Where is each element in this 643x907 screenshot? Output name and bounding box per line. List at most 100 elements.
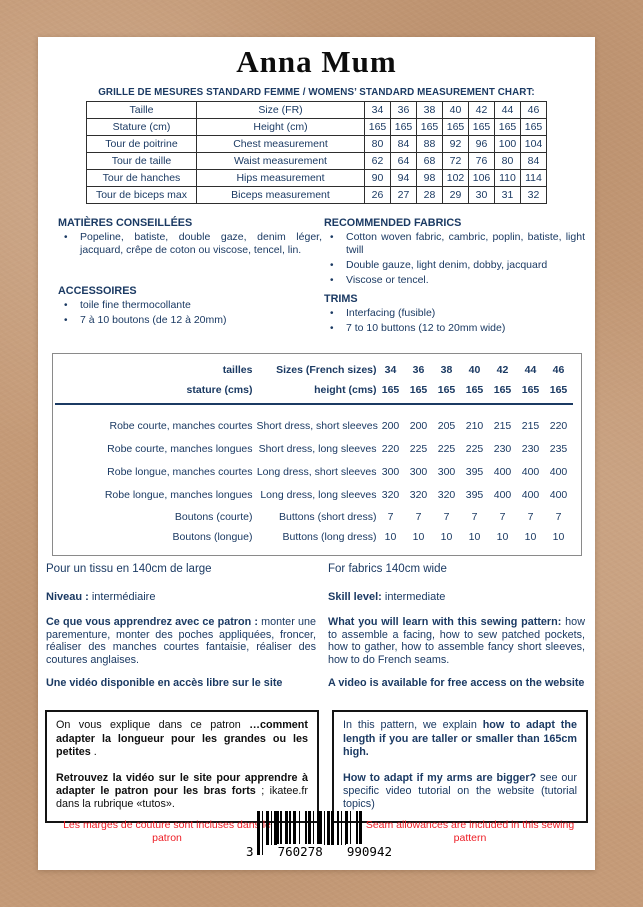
- barcode-bar: [270, 811, 273, 845]
- fabric-value: 235: [549, 443, 568, 455]
- barcode-bar: [337, 811, 339, 845]
- barcode: 3 760278 990942: [243, 811, 395, 859]
- fabric-value: 220: [549, 420, 568, 432]
- fabric-value: 300: [409, 466, 428, 478]
- fabric-label-en: Short dress, short sleeves: [256, 420, 378, 432]
- size-chart-value: 165: [442, 118, 469, 136]
- bullet-item: Double gauze, light denim, dobby, jacqua…: [324, 259, 585, 272]
- tip-boxes: On vous explique dans ce patron …comment…: [38, 710, 595, 824]
- tip-fr-p1-bold: …comment adapter la longueur pour les gr…: [56, 719, 308, 758]
- size-chart-value: 84: [520, 152, 547, 170]
- bullet-item: Cotton woven fabric, cambric, poplin, ba…: [324, 231, 585, 257]
- skill-level-en-label: Skill level:: [328, 591, 382, 603]
- fabric-value: 200: [381, 420, 400, 432]
- fabric-value: 165: [381, 384, 400, 396]
- size-chart-value: 165: [364, 118, 391, 136]
- size-chart-label-en: Height (cm): [196, 118, 365, 136]
- page-title: Anna Mum: [236, 44, 397, 79]
- fabric-value: 7: [555, 511, 562, 523]
- fabric-value: 38: [440, 364, 453, 376]
- fabric-value: 165: [409, 384, 428, 396]
- materials-fr-list: Popeline, batiste, double gaze, denim lé…: [58, 231, 322, 257]
- size-chart-value: 165: [468, 118, 495, 136]
- fabric-label-en: Short dress, long sleeves: [258, 443, 377, 455]
- fabric-value: 400: [521, 489, 540, 501]
- fabric-value: 10: [384, 531, 397, 543]
- size-chart-value: 31: [494, 186, 521, 204]
- fabric-value: 42: [496, 364, 509, 376]
- fabric-label-fr: Robe longue, manches longues: [104, 489, 253, 501]
- size-chart-label-fr: Tour de hanches: [86, 169, 197, 187]
- tip-box-en: In this pattern, we explain how to adapt…: [332, 710, 588, 824]
- video-note-en: A video is available for free access on …: [328, 677, 585, 690]
- size-chart-row: Stature (cm) Height (cm) 165 165 165 165 165 16…: [86, 118, 547, 136]
- fabric-width-row: Pour un tissu en 140cm de large For fabr…: [38, 563, 595, 575]
- size-chart-label-fr: Tour de taille: [86, 152, 197, 170]
- size-chart-value: 100: [494, 135, 521, 153]
- fabric-label-fr: Robe courte, manches courtes: [109, 420, 253, 432]
- size-chart-value: 44: [494, 101, 521, 119]
- fabric-value: 230: [521, 443, 540, 455]
- fabric-value: 10: [412, 531, 425, 543]
- fabric-value: 200: [409, 420, 428, 432]
- tip-en-paragraph-1: In this pattern, we explain how to adapt…: [343, 719, 577, 759]
- fabric-value: 220: [381, 443, 400, 455]
- size-chart-value: 32: [520, 186, 547, 204]
- fabric-value: 320: [381, 489, 400, 501]
- fabric-value: 395: [465, 466, 484, 478]
- tip-en-paragraph-2: How to adapt if my arms are bigger? see …: [343, 772, 577, 812]
- size-chart-label-fr: Stature (cm): [86, 118, 197, 136]
- fabric-label-en: Long dress, short sleeves: [256, 466, 377, 478]
- size-chart-value: 26: [364, 186, 391, 204]
- barcode-bar: [317, 811, 322, 845]
- fabric-value: 7: [415, 511, 422, 523]
- fabric-value: 210: [465, 420, 484, 432]
- size-chart-label-en: Chest measurement: [196, 135, 365, 153]
- trims-en-list: Interfacing (fusible) 7 to 10 buttons (12…: [324, 307, 585, 335]
- fabric-value: 300: [381, 466, 400, 478]
- size-chart-row: Tour de poitrine Chest measurement 80 84 88 9…: [86, 135, 547, 153]
- size-chart-value: 29: [442, 186, 469, 204]
- size-chart-label-fr: Taille: [86, 101, 197, 119]
- fabric-value: 400: [493, 466, 512, 478]
- barcode-bar: [340, 811, 343, 845]
- fabric-value: 10: [440, 531, 453, 543]
- size-chart-value: 62: [364, 152, 391, 170]
- fabric-value: 34: [384, 364, 397, 376]
- barcode-digit-group2: 990942: [345, 844, 393, 859]
- size-chart-value: 80: [494, 152, 521, 170]
- size-chart-value: 165: [390, 118, 417, 136]
- learn-fr-lead: Ce que vous apprendrez avec ce patron :: [46, 616, 258, 628]
- seam-note-en: Seam allowances are included in this sew…: [365, 819, 575, 844]
- barcode-bars: [257, 811, 395, 855]
- fabric-table-row: stature (cms) height (cms) 165 165 165 165 165…: [55, 380, 573, 400]
- size-chart-row: Tour de taille Waist measurement 62 64 68 72 7…: [86, 152, 547, 170]
- fabric-value: 320: [409, 489, 428, 501]
- size-chart-row: Tour de biceps max Biceps measurement 26 27…: [86, 186, 547, 204]
- learn-en-lead: What you will learn with this sewing pat…: [328, 616, 562, 628]
- fabric-value: 400: [493, 489, 512, 501]
- size-chart-value: 36: [390, 101, 417, 119]
- fabric-value: 165: [493, 384, 512, 396]
- size-chart-value: 30: [468, 186, 495, 204]
- barcode-bar: [359, 811, 363, 855]
- skill-level-fr-label: Niveau :: [46, 591, 89, 603]
- footer: Les marges de couture sont incluses dans…: [38, 807, 595, 870]
- video-note-fr: Une vidéo disponible en accès libre sur …: [46, 677, 283, 690]
- size-chart-value: 90: [364, 169, 391, 187]
- tip-fr-p1-end: .: [90, 745, 97, 758]
- learn-en-text: how to assemble a facing, how to sew pat…: [328, 616, 585, 666]
- accessories-fr-heading: ACCESSOIRES: [58, 285, 137, 297]
- size-chart-value: 96: [468, 135, 495, 153]
- barcode-digits: 3 760278 990942: [243, 844, 395, 859]
- fabric-table-row: Robe longue, manches longues Long dress, …: [55, 484, 573, 507]
- tip-fr-paragraph-1: On vous explique dans ce patron …comment…: [56, 719, 308, 759]
- size-chart-value: 92: [442, 135, 469, 153]
- size-chart-value: 114: [520, 169, 547, 187]
- size-chart-heading: GRILLE DE MESURES STANDARD FEMME / WOMEN…: [98, 87, 535, 98]
- seam-note-fr: Les marges de couture sont incluses dans…: [63, 819, 271, 844]
- fabric-table-row: Robe courte, manches longues Short dress,…: [55, 438, 573, 461]
- fabric-label-en: Long dress, long sleeves: [260, 489, 377, 501]
- barcode-bar: [261, 811, 264, 855]
- size-chart-value: 46: [520, 101, 547, 119]
